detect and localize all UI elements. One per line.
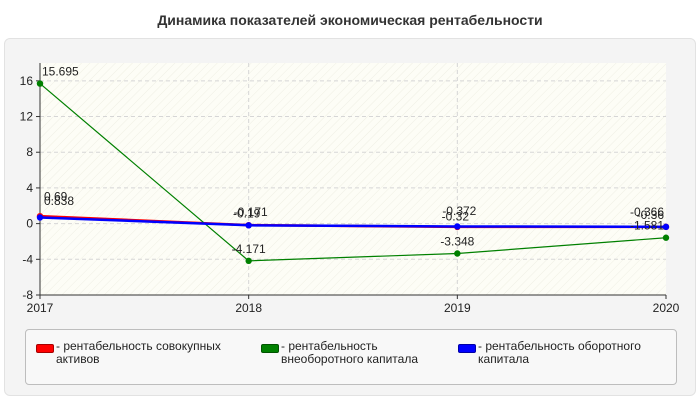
- y-tick-label: 16: [20, 74, 34, 88]
- data-point: [454, 250, 461, 257]
- data-label: -0.366: [630, 205, 664, 219]
- data-label: -0.372: [442, 204, 476, 218]
- legend-swatch-blue: [458, 344, 476, 353]
- y-tick-label: -4: [22, 252, 33, 266]
- data-point: [454, 223, 461, 230]
- data-point: [36, 214, 44, 221]
- legend: - рентабельность совокупных активов - ре…: [25, 329, 677, 385]
- x-tick-label: 2019: [444, 301, 471, 315]
- data-label: 15.695: [42, 65, 79, 79]
- data-label: -0.32: [442, 209, 470, 223]
- data-label: -0.19: [233, 206, 261, 220]
- legend-label: - рентабельность совокупных активов: [56, 339, 221, 366]
- series-layer: [36, 80, 670, 265]
- legend-item-total-assets[interactable]: - рентабельность совокупных активов: [36, 340, 251, 366]
- legend-label: - рентабельность оборотного капитала: [478, 339, 641, 366]
- data-point: [245, 257, 252, 265]
- data-labels: 0.838 -0.171 -0.372 -0.366 15.695 -4.171 -3.34…: [42, 65, 664, 256]
- legend-item-current-capital[interactable]: - рентабельность оборотного капитала: [458, 340, 668, 366]
- legend-item-noncurrent-capital[interactable]: - рентабельность внеоборотного капитала: [261, 340, 461, 366]
- data-label: -1.581: [630, 219, 664, 233]
- data-point: [662, 223, 670, 231]
- y-tick-label: -8: [22, 288, 33, 302]
- data-point: [662, 234, 670, 241]
- data-point: [36, 80, 44, 87]
- chart-title: Динамика показателей экономическая рента…: [157, 12, 543, 28]
- y-tick-label: 12: [20, 110, 34, 124]
- data-label: 0.69: [44, 189, 68, 203]
- data-label: -0.36: [637, 208, 665, 222]
- series-line-2: [39, 216, 667, 229]
- x-tick-label: 2017: [27, 301, 54, 315]
- data-label: 0.838: [44, 194, 74, 208]
- y-tick-label: 0: [26, 217, 33, 231]
- plot-area: [40, 63, 666, 295]
- legend-swatch-green: [261, 344, 279, 353]
- data-label: -4.171: [232, 242, 266, 256]
- legend-swatch-red: [36, 344, 54, 353]
- y-tick-label: 4: [26, 181, 33, 195]
- x-tick-label: 2018: [235, 301, 262, 315]
- series-line-1: [39, 83, 667, 262]
- y-tick-label: 8: [26, 145, 33, 159]
- data-point: [245, 222, 252, 229]
- x-tick-label: 2020: [653, 301, 680, 315]
- data-label: -0.171: [234, 205, 268, 219]
- legend-label: - рентабельность внеоборотного капитала: [281, 339, 418, 366]
- data-label: -3.348: [440, 234, 474, 248]
